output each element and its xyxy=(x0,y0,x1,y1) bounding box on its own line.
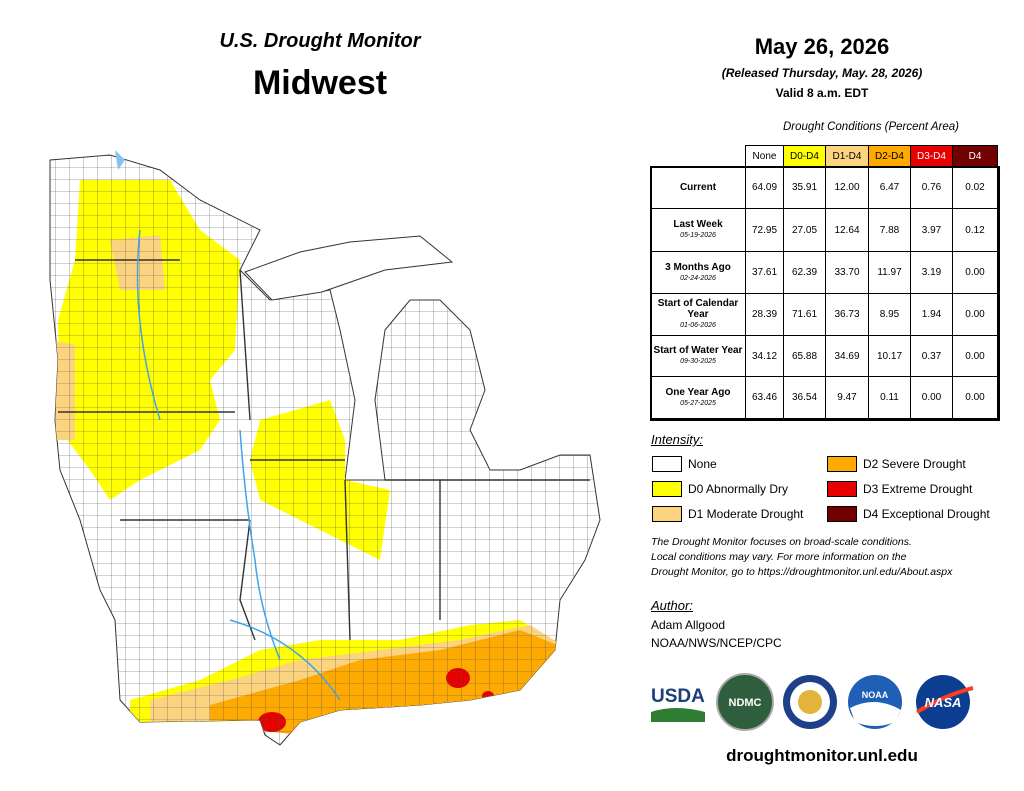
logos: USDA NDMC NOAA NASA xyxy=(651,673,974,731)
row-label: Start of Calendar Year 01-06-2026 xyxy=(650,293,746,336)
legend-label: D2 Severe Drought xyxy=(863,457,966,471)
legend-label: D1 Moderate Drought xyxy=(688,507,804,521)
column-header: None xyxy=(745,145,784,167)
table-value: 9.47 xyxy=(825,376,869,419)
table-value: 35.91 xyxy=(783,166,826,209)
table-value: 34.12 xyxy=(745,335,784,377)
table-value: 3.19 xyxy=(910,251,953,294)
table-value: 33.70 xyxy=(825,251,869,294)
table-value: 72.95 xyxy=(745,208,784,252)
table-value: 65.88 xyxy=(783,335,826,377)
row-label: 3 Months Ago 02-24-2026 xyxy=(650,251,746,294)
note-line: Local conditions may vary. For more info… xyxy=(651,551,907,563)
row-date: 09-30-2025 xyxy=(680,358,716,365)
title: U.S. Drought Monitor xyxy=(219,30,421,52)
row-label: Start of Water Year 09-30-2025 xyxy=(650,335,746,377)
table-caption: Drought Conditions (Percent Area) xyxy=(783,121,959,133)
legend-swatch xyxy=(827,506,857,522)
row-date: 01-06-2026 xyxy=(680,322,716,329)
table-value: 0.00 xyxy=(952,251,998,294)
table-value: 0.00 xyxy=(952,335,998,377)
table-value: 0.00 xyxy=(910,376,953,419)
table-value: 11.97 xyxy=(868,251,911,294)
row-name: 3 Months Ago xyxy=(665,261,731,273)
table-value: 63.46 xyxy=(745,376,784,419)
valid-time: Valid 8 a.m. EDT xyxy=(775,86,869,100)
note-line: Drought Monitor, go to https://droughtmo… xyxy=(651,566,953,578)
column-header: D4 xyxy=(952,145,998,167)
table-value: 12.00 xyxy=(825,166,869,209)
table-value: 0.02 xyxy=(952,166,998,209)
legend-title: Intensity: xyxy=(651,432,704,447)
legend-label: D0 Abnormally Dry xyxy=(688,482,789,496)
table-value: 36.73 xyxy=(825,293,869,336)
county-lines xyxy=(50,155,600,745)
table-value: 36.54 xyxy=(783,376,826,419)
table-value: 27.05 xyxy=(783,208,826,252)
author-org: NOAA/NWS/NCEP/CPC xyxy=(651,636,782,650)
row-name: Start of Water Year xyxy=(653,345,743,356)
legend-swatch xyxy=(827,481,857,497)
table-value: 0.00 xyxy=(952,293,998,336)
legend-swatch xyxy=(652,481,682,497)
legend-swatch xyxy=(827,456,857,472)
row-date: 05-19-2026 xyxy=(680,232,716,239)
table-value: 1.94 xyxy=(910,293,953,336)
note-line: The Drought Monitor focuses on broad-sca… xyxy=(651,536,912,548)
row-label: Current xyxy=(650,166,746,209)
column-header: D3-D4 xyxy=(910,145,953,167)
state-borders xyxy=(58,259,590,641)
table-value: 0.76 xyxy=(910,166,953,209)
upper-peninsula xyxy=(244,235,454,301)
table-value: 8.95 xyxy=(868,293,911,336)
map xyxy=(49,150,601,746)
table-value: 62.39 xyxy=(783,251,826,294)
table-value: 12.64 xyxy=(825,208,869,252)
table-value: 0.37 xyxy=(910,335,953,377)
table-value: 6.47 xyxy=(868,166,911,209)
row-date: 05-27-2025 xyxy=(680,399,716,407)
legend-label: D4 Exceptional Drought xyxy=(863,507,990,521)
legend-swatch xyxy=(652,506,682,522)
author-title: Author: xyxy=(651,598,693,613)
column-header: D2-D4 xyxy=(868,145,911,167)
table-value: 0.12 xyxy=(952,208,998,252)
row-date: 02-24-2026 xyxy=(680,274,716,282)
table-value: 7.88 xyxy=(868,208,911,252)
region: Midwest xyxy=(252,64,388,102)
rivers xyxy=(136,229,341,701)
table-value: 0.11 xyxy=(868,376,911,419)
table-value: 34.69 xyxy=(825,335,869,377)
table-value: 64.09 xyxy=(745,166,784,209)
table-value: 10.17 xyxy=(868,335,911,377)
row-label: One Year Ago 05-27-2025 xyxy=(650,376,746,419)
table-value: 71.61 xyxy=(783,293,826,336)
logo-nasa: NASA xyxy=(925,695,962,710)
legend-label: D3 Extreme Drought xyxy=(863,482,973,496)
row-label: Last Week 05-19-2026 xyxy=(650,208,746,252)
table-value: 3.97 xyxy=(910,208,953,252)
released: (Released Thursday, May. 28, 2026) xyxy=(721,66,923,80)
row-name: Current xyxy=(679,182,717,193)
lake xyxy=(115,150,125,170)
row-name: Start of Calendar Year xyxy=(657,298,739,320)
author-name: Adam Allgood xyxy=(651,618,726,632)
row-name: One Year Ago xyxy=(665,386,731,398)
logo-usda: USDA xyxy=(651,686,705,707)
logo-ndmc: NDMC xyxy=(729,697,762,709)
legend-label: None xyxy=(688,457,717,471)
column-header: D1-D4 xyxy=(825,145,869,167)
table-value: 28.39 xyxy=(745,293,784,336)
date: May 26, 2026 xyxy=(754,34,890,59)
column-header: D0-D4 xyxy=(783,145,826,167)
table-value: 0.00 xyxy=(952,376,998,419)
footer-url: droughtmonitor.unl.edu xyxy=(726,746,918,765)
legend-swatch xyxy=(652,456,682,472)
table-value: 37.61 xyxy=(745,251,784,294)
logo-noaa: NOAA xyxy=(862,690,889,700)
row-name: Last Week xyxy=(673,219,723,230)
